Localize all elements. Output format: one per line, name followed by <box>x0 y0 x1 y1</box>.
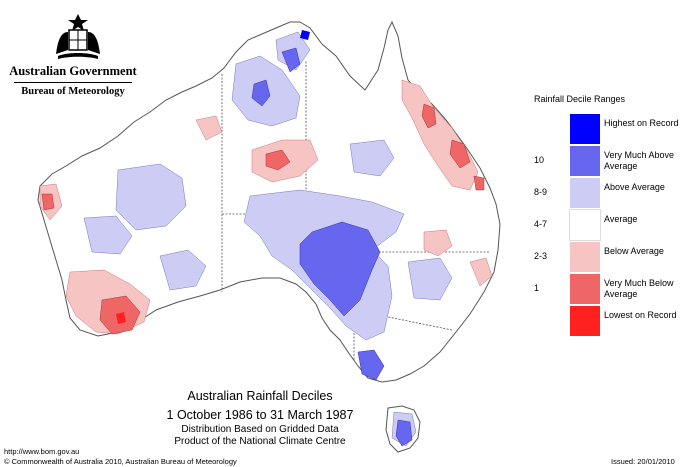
legend-range: 1 <box>534 283 540 293</box>
legend-swatch <box>570 274 600 304</box>
legend-range: 4-7 <box>534 219 548 229</box>
very-much-above-average-areas <box>251 47 413 447</box>
legend-label: Highest on Record <box>604 118 679 128</box>
website-url: http://www.bom.gov.au <box>4 447 80 456</box>
legend-item: 1 Very Much Below Average <box>534 274 680 304</box>
map-product: Product of the National Climate Centre <box>174 436 346 447</box>
legend-swatch <box>570 178 600 208</box>
map-method: Distribution Based on Gridded Data <box>181 424 339 435</box>
legend-swatch <box>570 114 600 144</box>
copyright: © Commonwealth of Australia 2010, Austra… <box>4 457 237 466</box>
legend-label: Lowest on Record <box>604 310 677 320</box>
lowest-on-record-area <box>116 312 126 324</box>
legend-range: 2-3 <box>534 251 548 261</box>
legend-label: Below Average <box>604 246 664 256</box>
legend-item: 10 Very Much Above Average <box>534 146 680 176</box>
legend-label: Above Average <box>604 182 665 192</box>
legend-range: 8-9 <box>534 187 548 197</box>
legend-item: Lowest on Record <box>534 306 680 336</box>
legend-swatch <box>570 306 600 336</box>
above-average-areas <box>83 31 453 447</box>
legend-label: Very Much Below Average <box>604 278 674 299</box>
bureau-title: Bureau of Meteorology <box>21 86 125 97</box>
legend-swatch <box>569 209 601 241</box>
issued-date: Issued: 20/01/2010 <box>611 457 675 466</box>
legend-title: Rainfall Decile Ranges <box>534 94 626 104</box>
legend-label: Very Much Above Average <box>604 150 675 171</box>
legend-swatch <box>570 146 600 176</box>
legend-item: Highest on Record <box>534 114 680 144</box>
map-caption: Australian Rainfall Deciles 1 October 19… <box>100 388 420 448</box>
coat-of-arms-icon <box>56 14 100 59</box>
legend-label: Average <box>604 214 638 224</box>
legend-swatch <box>570 242 600 272</box>
highest-on-record-area <box>300 30 310 40</box>
legend: Rainfall Decile Ranges Highest on Record… <box>534 94 680 344</box>
divider <box>14 82 132 83</box>
legend-item: 4-7 Average <box>534 209 680 241</box>
map-period: 1 October 1986 to 31 March 1987 <box>166 408 354 422</box>
legend-item: 8-9 Above Average <box>534 178 680 208</box>
map-title: Australian Rainfall Deciles <box>187 389 333 403</box>
government-title: Australian Government <box>9 64 137 78</box>
legend-range: 10 <box>534 155 545 165</box>
legend-item: 2-3 Below Average <box>534 242 680 272</box>
